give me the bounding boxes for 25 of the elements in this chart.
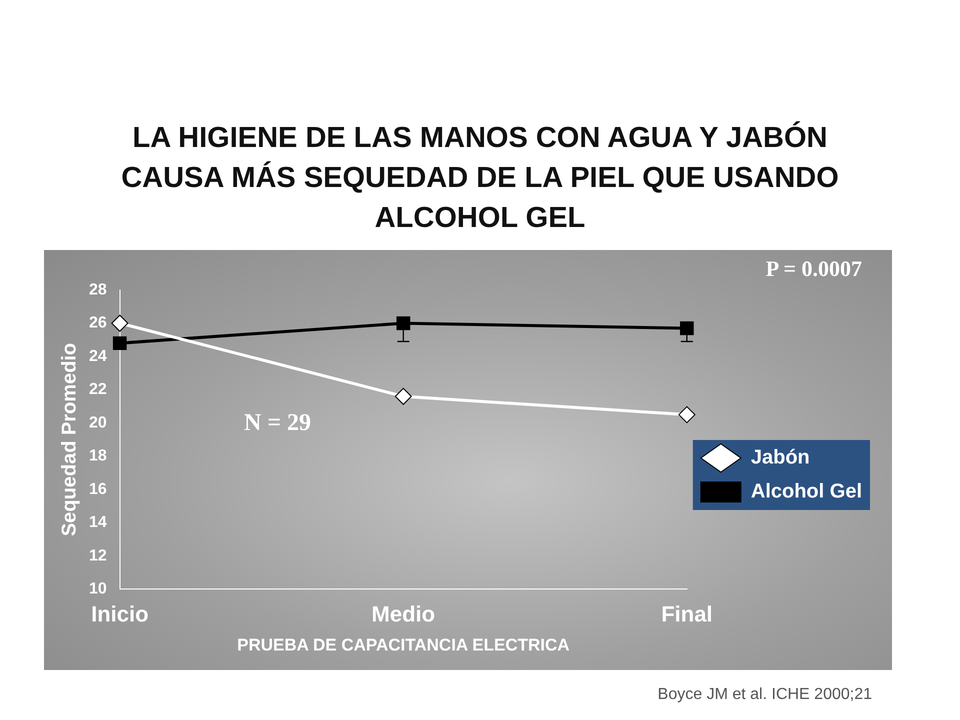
y-tick-label: 24 xyxy=(89,348,107,365)
y-tick-label: 28 xyxy=(89,281,107,298)
y-tick-label: 10 xyxy=(89,580,107,598)
y-tick-label: 16 xyxy=(89,480,107,498)
legend-label: Alcohol Gel xyxy=(750,480,862,503)
y-tick-label: 14 xyxy=(89,514,107,532)
chart-title: LA HIGIENE DE LAS MANOS CON AGUA Y JABÓN CAUSA MÁS SEQUEDAD DE LA PIEL QUE USANDO ALCOHOL GEL xyxy=(120,120,840,236)
y-tick-label: 20 xyxy=(89,414,107,432)
text: Boyce JM et al. ICHE 2000;21 xyxy=(658,686,872,704)
y-tick-label: 18 xyxy=(89,448,107,465)
y-tick-label: 22 xyxy=(89,381,107,398)
y-tick-label: 26 xyxy=(89,314,107,332)
x-tick-label: Medio xyxy=(372,601,436,626)
point xyxy=(678,406,696,424)
point xyxy=(111,314,128,332)
text: P = 0.0007 xyxy=(766,256,862,282)
x-axis-title: PRUEBA DE CAPACITANCIA ELECTRICA xyxy=(237,635,570,654)
legend-label: Jabón xyxy=(750,446,810,469)
x-tick-label: Inicio xyxy=(91,601,149,626)
point xyxy=(112,336,127,350)
y-tick-label: 12 xyxy=(89,547,107,564)
x-tick-label: Final xyxy=(661,601,713,626)
point xyxy=(394,388,412,405)
y-axis-title: Sequedad Promedio xyxy=(58,342,81,536)
annotation: N = 29 xyxy=(244,410,312,437)
